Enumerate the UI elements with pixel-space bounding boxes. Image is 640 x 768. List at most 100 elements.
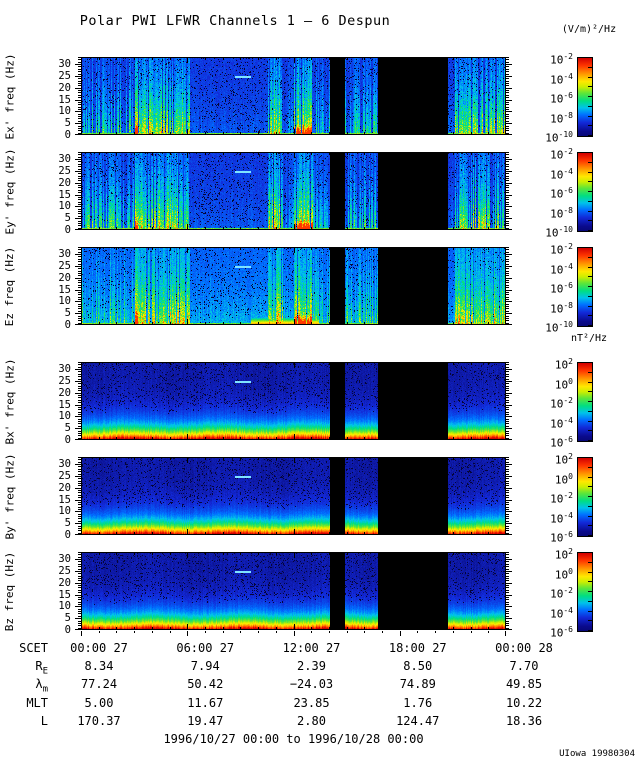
ytick-ex-5: 5 <box>64 117 71 130</box>
ephemeris-value: 7.94 <box>190 659 220 673</box>
colorbar-label-exponent: -8 <box>563 205 573 215</box>
ytick-bz-15: 15 <box>58 588 71 601</box>
ephemeris-value: 77.24 <box>80 677 118 691</box>
colorbar-label-ez-1: 10-4 <box>527 260 573 277</box>
ytick-bx-0: 0 <box>64 434 71 446</box>
ephemeris-value: 5.00 <box>84 696 114 710</box>
colorbar-tick <box>588 191 592 192</box>
colorbar-tick <box>588 230 592 231</box>
colorbar-label-exponent: -4 <box>563 415 573 425</box>
colorbar-tick <box>588 391 592 392</box>
colorbar-tick <box>588 67 592 68</box>
ephemeris-value: 18.36 <box>505 714 543 728</box>
ylabel-text-ez: Ez freq (Hz) <box>3 246 17 326</box>
colorbar-tick <box>588 630 592 631</box>
ytick-ez-30: 30 <box>58 248 71 261</box>
colorbar-tick <box>588 116 592 117</box>
ytick-bz-5: 5 <box>64 612 71 625</box>
colorbar-label-exponent: -4 <box>563 261 573 271</box>
colorbar-label-base: 10 <box>554 473 569 487</box>
colorbar-label-base: 10 <box>550 436 564 450</box>
ephemeris-value: 00:00 28 <box>495 641 553 655</box>
colorbar-tick <box>588 106 592 107</box>
colorbar-label-exponent: -10 <box>558 320 573 329</box>
colorbar-label-exponent: -2 <box>563 242 573 251</box>
colorbar-tick <box>588 525 592 526</box>
colorbar-label-exponent: -6 <box>563 435 573 444</box>
ephemeris-value: 00:00 27 <box>70 641 128 655</box>
credit-label: UIowa 19980304 <box>559 749 635 759</box>
colorbar-label-base: 10 <box>550 492 564 506</box>
colorbar-label-exponent: -4 <box>563 510 573 520</box>
ytick-ex-0: 0 <box>64 129 71 141</box>
colorbar-label-exponent: -6 <box>563 530 573 539</box>
colorbar-tick <box>588 172 592 173</box>
colorbar-tick <box>588 57 592 58</box>
colorbar-label-base: 10 <box>554 453 569 467</box>
colorbar-label-by-4: 10-6 <box>527 528 573 545</box>
colorbar-tick <box>588 125 592 126</box>
colorbar-label-exponent: 2 <box>568 547 573 556</box>
colorbar-label-exponent: -10 <box>558 130 573 139</box>
colorbar-label-ex-1: 10-4 <box>527 70 573 87</box>
colorbar-label-base: 10 <box>554 358 569 372</box>
ephemeris-value: 7.70 <box>509 659 539 673</box>
ylabel-bx: Bx' freq (Hz) <box>1 357 19 445</box>
ytick-by-15: 15 <box>58 493 71 506</box>
ytick-ez-10: 10 <box>58 295 71 308</box>
ephemeris-value: 23.85 <box>293 696 330 710</box>
ephemeris-label-text: R <box>35 659 43 673</box>
ephemeris-value: 19.47 <box>187 714 224 728</box>
ytick-ex-30: 30 <box>58 58 71 71</box>
e-colorbar-unit-label: (V/m)²/Hz <box>561 24 617 35</box>
colorbar-tick <box>588 382 592 383</box>
ephemeris-value: 124.47 <box>396 714 440 728</box>
ylabel-text-ey: Ey' freq (Hz) <box>3 147 17 235</box>
ytick-by-0: 0 <box>64 529 71 541</box>
colorbar-label-ey-4: 10-10 <box>527 223 573 240</box>
colorbar-tick <box>588 477 592 478</box>
colorbar-tick <box>588 516 592 517</box>
colorbar-tick <box>588 276 592 277</box>
ytick-bx-25: 25 <box>58 374 71 387</box>
colorbar-tick <box>588 135 592 136</box>
colorbar-label-exponent: 2 <box>568 452 573 461</box>
ephemeris-value: 50.42 <box>187 677 224 691</box>
colorbar-tick <box>588 162 592 163</box>
colorbar-label-exponent: 0 <box>568 471 573 481</box>
ephemeris-value: 8.34 <box>84 659 114 673</box>
ytick-by-25: 25 <box>58 469 71 482</box>
ephemeris-value: 12:00 27 <box>282 641 341 655</box>
colorbar-tick <box>588 506 592 507</box>
spectrogram-panel-by <box>74 457 513 543</box>
colorbar-tick <box>588 315 592 316</box>
ytick-ex-25: 25 <box>58 69 71 82</box>
colorbar-label-ey-3: 10-8 <box>527 204 573 221</box>
colorbar-tick <box>588 401 592 402</box>
figure-title: Polar PWI LFWR Channels 1 — 6 Despun <box>79 13 391 29</box>
spectrogram-panel-ex <box>74 57 513 143</box>
colorbar-tick <box>588 372 592 373</box>
colorbar-label-exponent: 0 <box>568 376 573 386</box>
colorbar-tick <box>588 562 592 563</box>
ytick-bz-30: 30 <box>58 553 71 566</box>
ytick-bz-20: 20 <box>58 576 71 589</box>
colorbar-label-ey-0: 10-2 <box>527 145 573 162</box>
colorbar-label-base: 10 <box>550 397 564 411</box>
ephemeris-label-text: MLT <box>26 696 48 710</box>
ytick-ey-25: 25 <box>58 164 71 177</box>
ylabel-text-bz: Bz freq (Hz) <box>3 551 17 631</box>
ytick-ez-0: 0 <box>64 319 71 331</box>
colorbar-tick <box>588 620 592 621</box>
ephemeris-label-text: L <box>40 714 48 728</box>
ylabel-ey: Ey' freq (Hz) <box>1 147 19 235</box>
colorbar-tick <box>588 152 592 153</box>
colorbar-label-exponent: -6 <box>563 186 573 195</box>
ephemeris-label-text: SCET <box>19 641 48 655</box>
colorbar-label-bx-4: 10-6 <box>527 433 573 450</box>
ephemeris-value: 8.50 <box>403 659 433 673</box>
colorbar-label-bx-2: 10-2 <box>527 394 573 411</box>
colorbar-label-base: 10 <box>545 321 559 335</box>
ytick-bz-0: 0 <box>64 624 71 636</box>
colorbar-label-base: 10 <box>550 148 564 162</box>
